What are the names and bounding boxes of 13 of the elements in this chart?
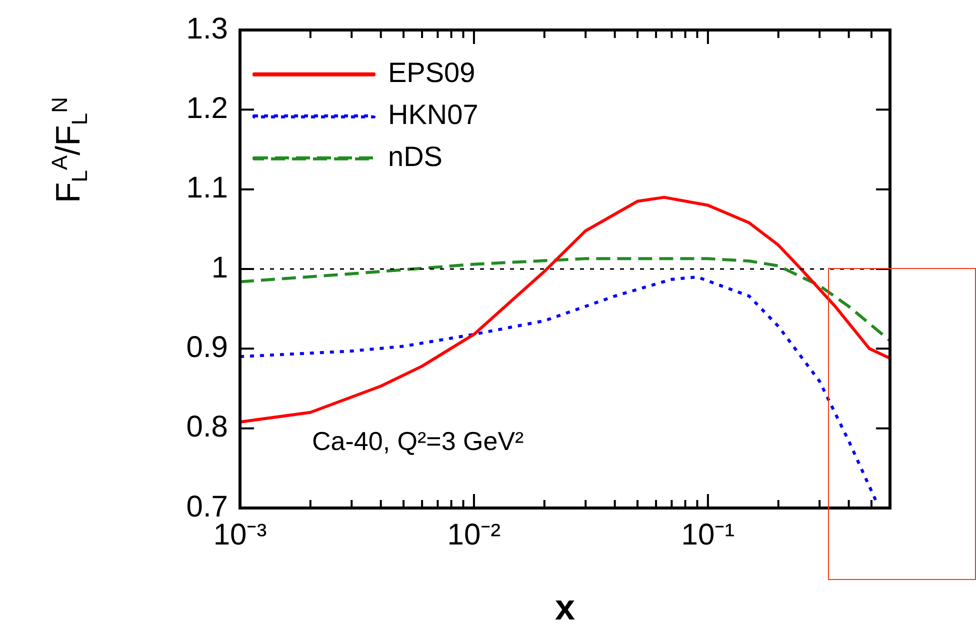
y-tick-label: 0.8 [186, 410, 228, 444]
y-tick-label: 1 [211, 251, 228, 284]
x-tick-label: 10⁻¹ [681, 518, 735, 552]
y-tick-label: 1.1 [186, 172, 228, 205]
legend-label: HKN07 [388, 99, 478, 130]
y-tick-label: 1.2 [186, 92, 228, 125]
x-axis-title: x [554, 586, 576, 628]
x-tick-label: 10⁻² [447, 518, 501, 552]
y-tick-label: 0.9 [186, 330, 228, 364]
annotation: Ca-40, Q²=3 GeV² [312, 426, 524, 456]
legend-label: EPS09 [388, 57, 476, 88]
legend-label: nDS [388, 141, 442, 172]
y-tick-label: 1.3 [186, 12, 228, 46]
